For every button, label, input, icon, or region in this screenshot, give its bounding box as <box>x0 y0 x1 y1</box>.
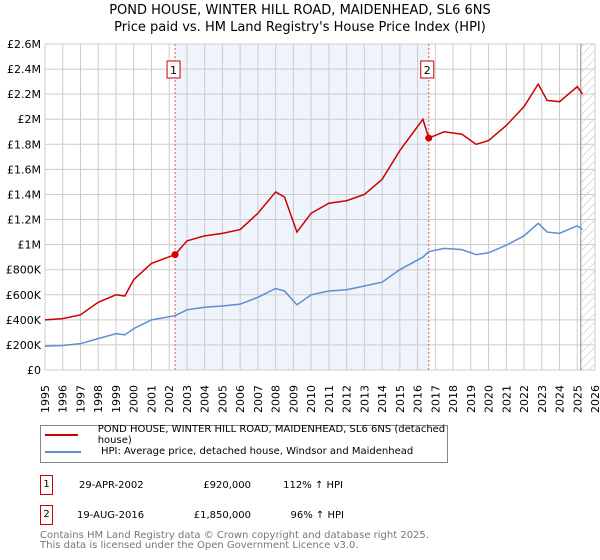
y-tick-label: £200K <box>6 339 42 352</box>
sale-row: 1 29-APR-2002 £920,000 112% ↑ HPI <box>40 475 343 495</box>
x-tick-label: 2016 <box>412 385 425 413</box>
y-tick-label: £2M <box>18 113 42 126</box>
legend-blue-line <box>45 450 81 453</box>
sale-marker: 1 <box>40 475 53 495</box>
x-tick-label: 2004 <box>199 385 212 413</box>
y-tick-label: £1.8M <box>7 138 41 151</box>
x-tick-label: 2018 <box>447 385 460 413</box>
x-tick-label: 2014 <box>376 385 389 413</box>
shaded-region <box>175 44 429 370</box>
x-tick-label: 1999 <box>110 385 123 413</box>
sale-marker-box <box>420 60 435 79</box>
x-tick-label: 2000 <box>128 385 141 413</box>
sale-marker-label: 2 <box>424 64 431 77</box>
series-line <box>44 222 584 347</box>
y-tick-label: £2.6M <box>7 38 41 51</box>
legend-label: HPI: Average price, detached house, Wind… <box>101 446 414 457</box>
legend-label: POND HOUSE, WINTER HILL ROAD, MAIDENHEAD… <box>97 423 446 446</box>
footer: Contains HM Land Registry data © Crown c… <box>40 531 429 551</box>
sale-price: £920,000 <box>203 479 251 491</box>
chart-title: POND HOUSE, WINTER HILL ROAD, MAIDENHEAD… <box>0 2 600 36</box>
x-tick-label: 2009 <box>287 385 300 413</box>
x-tick-label: 2026 <box>589 385 600 413</box>
y-tick-label: £1.4M <box>7 188 41 201</box>
x-tick-label: 2017 <box>429 385 442 413</box>
y-tick-label: £600K <box>6 289 42 302</box>
x-tick-label: 2012 <box>341 385 354 413</box>
x-tick-label: 2002 <box>163 385 176 413</box>
sale-date: 29-APR-2002 <box>79 479 144 491</box>
x-tick-label: 2003 <box>181 385 194 413</box>
sale-marker-box <box>166 60 181 79</box>
x-tick-label: 1998 <box>92 385 105 413</box>
x-tick-label: 2006 <box>234 385 247 413</box>
footer-line: Contains HM Land Registry data © Crown c… <box>40 530 429 541</box>
x-tick-label: 2021 <box>500 385 513 413</box>
y-tick-label: £2.2M <box>7 88 41 101</box>
y-tick-label: £0 <box>27 364 41 377</box>
x-tick-label: 2025 <box>571 385 584 413</box>
x-tick-label: 2019 <box>465 385 478 413</box>
y-tick-label: £1.2M <box>7 214 41 227</box>
x-tick-label: 1997 <box>74 385 87 413</box>
x-tick-label: 1996 <box>57 385 70 413</box>
sale-row: 2 19-AUG-2016 £1,850,000 96% ↑ HPI <box>40 505 344 525</box>
x-tick-label: 2024 <box>554 385 567 413</box>
x-tick-label: 1995 <box>39 385 52 413</box>
sale-point <box>425 134 433 142</box>
y-tick-label: £400K <box>6 314 42 327</box>
hatched-region <box>580 44 595 370</box>
y-tick-label: £1M <box>18 239 42 252</box>
x-tick-label: 2013 <box>358 385 371 413</box>
x-tick-label: 2020 <box>483 385 496 413</box>
sale-hpi: 96% ↑ HPI <box>290 509 344 521</box>
title: POND HOUSE, WINTER HILL ROAD, MAIDENHEAD… <box>109 3 491 18</box>
legend: POND HOUSE, WINTER HILL ROAD, MAIDENHEAD… <box>40 423 448 463</box>
x-tick-label: 2015 <box>394 385 407 413</box>
series-line <box>44 82 584 321</box>
sale-marker-label: 1 <box>170 64 177 77</box>
sale-date: 19-AUG-2016 <box>77 509 145 521</box>
x-tick-label: 2001 <box>145 385 158 413</box>
sale-price: £1,850,000 <box>193 509 251 521</box>
x-tick-label: 2023 <box>536 385 549 413</box>
sale-hpi: 112% ↑ HPI <box>283 479 343 491</box>
chart: 1995 1996 1997 1998 1999 2000 2001 2002 2003 2004… <box>6 38 600 413</box>
x-tick-label: 2022 <box>518 385 531 413</box>
x-tick-label: 2007 <box>252 385 265 413</box>
y-tick-label: £1.6M <box>7 163 41 176</box>
x-tick-label: 2005 <box>216 385 229 413</box>
sale-point <box>171 251 179 259</box>
sale-marker: 2 <box>40 505 53 525</box>
legend-red-line <box>45 433 78 436</box>
footer-line: This data is licensed under the Open Gov… <box>40 540 359 551</box>
x-tick-label: 2010 <box>305 385 318 413</box>
y-tick-label: £800K <box>6 264 42 277</box>
y-tick-label: £2.4M <box>7 63 41 76</box>
x-tick-label: 2011 <box>323 385 336 413</box>
x-tick-label: 2008 <box>270 385 283 413</box>
subtitle: Price paid vs. HM Land Registry's House … <box>114 20 486 35</box>
